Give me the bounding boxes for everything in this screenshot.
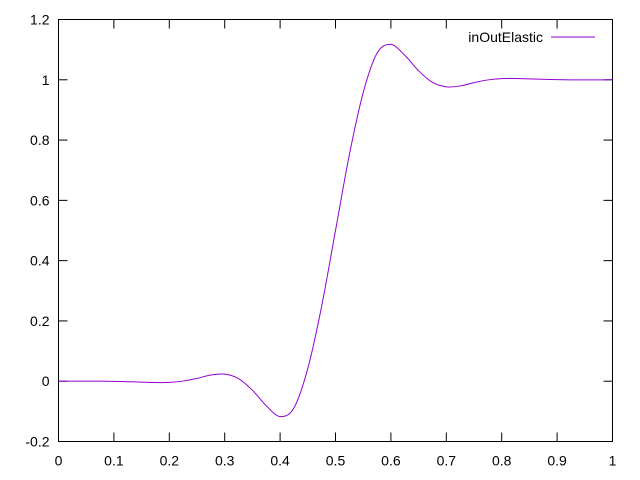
tick-labels: 0 0.1 0.2 0.3 0.4 0.5 0.6 0.7 0.8 0.9 1 -0.2 0 0.2 0.4… [25, 12, 616, 469]
x-tick-label: 0.4 [270, 453, 290, 469]
y-tick-label: 0.8 [30, 132, 50, 148]
legend-label: inOutElastic [468, 29, 543, 45]
y-tick-label: 0.6 [30, 192, 50, 208]
legend: inOutElastic [468, 29, 595, 45]
x-tick-label: 0.2 [160, 453, 180, 469]
x-tick-label: 0.9 [547, 453, 567, 469]
x-tick-label: 0 [55, 453, 63, 469]
x-tick-label: 1 [609, 453, 617, 469]
x-tick-label: 0.5 [326, 453, 346, 469]
x-tick-label: 0.7 [437, 453, 457, 469]
y-tick-label: -0.2 [25, 434, 49, 450]
y-tick-label: 0.2 [30, 313, 50, 329]
x-tick-label: 0.3 [215, 453, 235, 469]
x-tick-label: 0.6 [381, 453, 401, 469]
y-tick-label: 1 [42, 72, 50, 88]
y-tick-label: 0 [42, 373, 50, 389]
x-tick-label: 0.1 [104, 453, 124, 469]
series-line [58, 43, 613, 418]
plot-frame [58, 19, 613, 442]
x-tick-label: 0.8 [492, 453, 512, 469]
y-tick-label: 1.2 [30, 12, 50, 28]
y-tick-label: 0.4 [30, 253, 50, 269]
